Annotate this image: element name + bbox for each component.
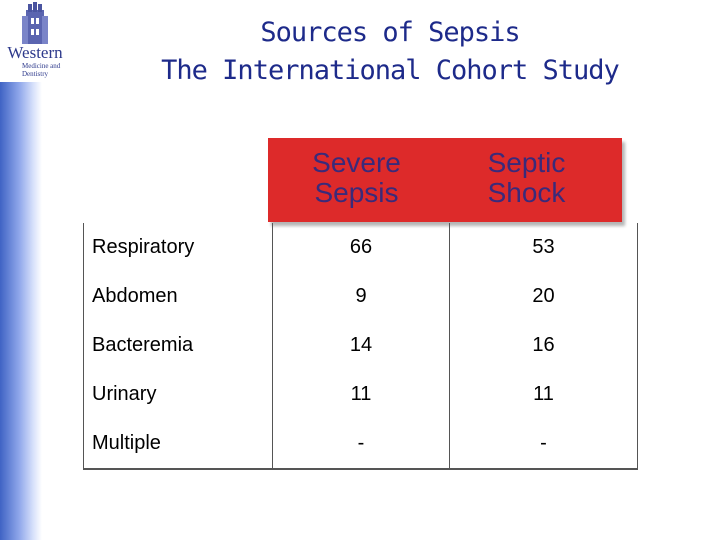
side-gradient-bar	[0, 0, 42, 540]
severe-sepsis-value: 14	[272, 321, 450, 370]
septic-shock-value: 16	[449, 321, 638, 370]
septic-shock-value: 11	[449, 370, 638, 419]
row-label: Respiratory	[83, 223, 273, 272]
sources-table: Respiratory 66 53 Abdomen 9 20 Bacteremi…	[83, 223, 638, 470]
logo-wordmark: Western	[7, 43, 63, 62]
logo-subtitle: Medicine and Dentistry	[22, 62, 61, 78]
row-label: Bacteremia	[83, 321, 273, 370]
table-row: Bacteremia 14 16	[83, 321, 638, 370]
row-label: Abdomen	[83, 272, 273, 321]
title-line-2: The International Cohort Study	[161, 55, 620, 86]
septic-shock-value: 53	[449, 223, 638, 272]
page-title: Sources of Sepsis The International Coho…	[120, 14, 660, 90]
table-row: Urinary 11 11	[83, 370, 638, 419]
title-line-1: Sources of Sepsis	[260, 17, 520, 48]
severe-sepsis-value: -	[272, 419, 450, 470]
table-row: Respiratory 66 53	[83, 223, 638, 272]
row-label: Multiple	[83, 419, 273, 470]
row-label: Urinary	[83, 370, 273, 419]
septic-shock-value: 20	[449, 272, 638, 321]
column-header-septic-shock: Septic Shock	[487, 147, 566, 208]
table-row: Abdomen 9 20	[83, 272, 638, 321]
table-row: Multiple - -	[83, 419, 638, 470]
severe-sepsis-value: 11	[272, 370, 450, 419]
septic-shock-value: -	[449, 419, 638, 470]
severe-sepsis-value: 9	[272, 272, 450, 321]
column-header-box: Severe Sepsis Septic Shock	[268, 138, 622, 222]
severe-sepsis-value: 66	[272, 223, 450, 272]
column-header-severe-sepsis: Severe Sepsis	[312, 147, 401, 208]
tower-icon	[22, 2, 48, 44]
logo: Western Medicine and Dentistry	[0, 0, 70, 82]
